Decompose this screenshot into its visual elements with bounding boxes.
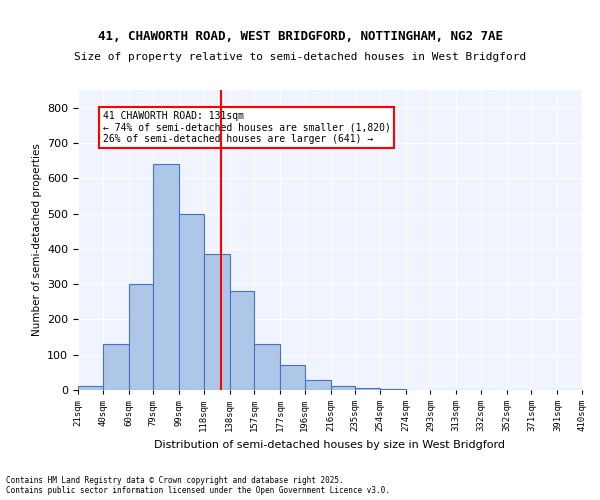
Bar xyxy=(78,386,103,390)
Text: 41 CHAWORTH ROAD: 131sqm
← 74% of semi-detached houses are smaller (1,820)
26% o: 41 CHAWORTH ROAD: 131sqm ← 74% of semi-d… xyxy=(103,111,391,144)
Bar xyxy=(331,386,355,390)
Bar xyxy=(305,380,331,390)
X-axis label: Distribution of semi-detached houses by size in West Bridgford: Distribution of semi-detached houses by … xyxy=(155,440,505,450)
Bar xyxy=(153,164,179,390)
Bar xyxy=(103,344,128,390)
Bar xyxy=(128,284,153,390)
Bar xyxy=(179,214,203,390)
Bar xyxy=(355,388,380,390)
Bar xyxy=(280,366,305,390)
Bar xyxy=(230,291,254,390)
Bar xyxy=(254,344,280,390)
Bar xyxy=(203,254,230,390)
Text: Contains HM Land Registry data © Crown copyright and database right 2025.
Contai: Contains HM Land Registry data © Crown c… xyxy=(6,476,390,495)
Text: 41, CHAWORTH ROAD, WEST BRIDGFORD, NOTTINGHAM, NG2 7AE: 41, CHAWORTH ROAD, WEST BRIDGFORD, NOTTI… xyxy=(97,30,503,43)
Text: Size of property relative to semi-detached houses in West Bridgford: Size of property relative to semi-detach… xyxy=(74,52,526,62)
Y-axis label: Number of semi-detached properties: Number of semi-detached properties xyxy=(32,144,41,336)
